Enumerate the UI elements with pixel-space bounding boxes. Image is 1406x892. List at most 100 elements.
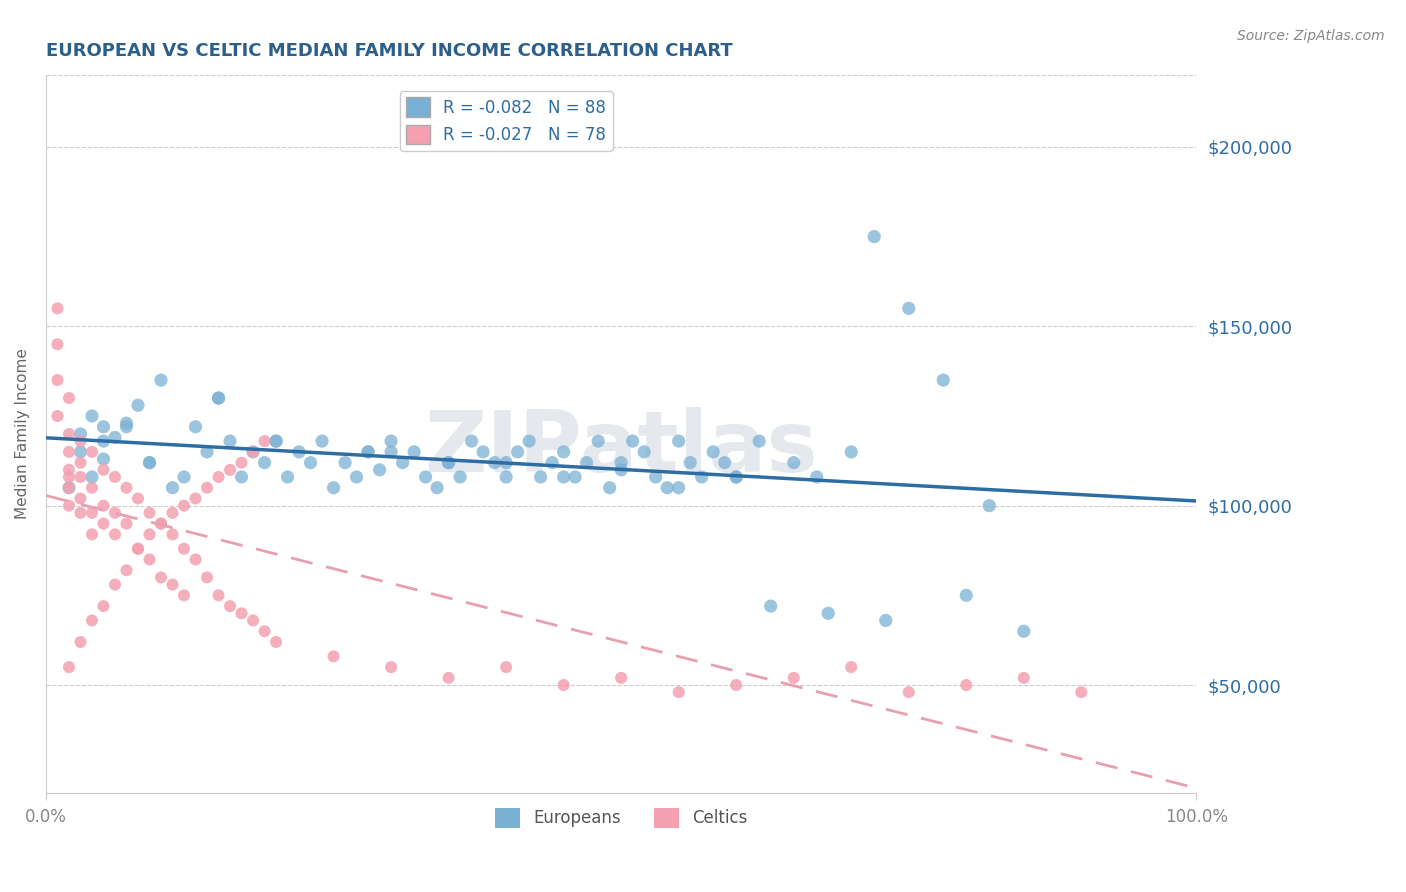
Point [955, 588, 977, 602]
Point [104, 577, 127, 591]
Point [564, 470, 586, 484]
Point [415, 470, 437, 484]
Point [553, 470, 575, 484]
Point [610, 463, 633, 477]
Point [553, 678, 575, 692]
Point [162, 481, 184, 495]
Point [46, 373, 69, 387]
Point [150, 570, 173, 584]
Point [195, 481, 218, 495]
Point [69, 426, 91, 441]
Point [806, 470, 828, 484]
Point [668, 434, 690, 449]
Point [322, 481, 344, 495]
Point [541, 456, 564, 470]
Point [391, 456, 413, 470]
Point [633, 445, 655, 459]
Point [138, 552, 160, 566]
Point [277, 470, 299, 484]
Point [759, 599, 782, 614]
Point [162, 527, 184, 541]
Point [242, 614, 264, 628]
Point [173, 541, 195, 556]
Point [610, 671, 633, 685]
Point [69, 506, 91, 520]
Point [184, 491, 207, 506]
Point [586, 434, 609, 449]
Point [725, 470, 748, 484]
Point [138, 527, 160, 541]
Point [115, 563, 138, 577]
Point [897, 301, 920, 316]
Point [46, 337, 69, 351]
Point [93, 419, 115, 434]
Point [517, 434, 540, 449]
Point [460, 434, 482, 449]
Y-axis label: Median Family Income: Median Family Income [15, 349, 30, 519]
Point [173, 499, 195, 513]
Point [437, 671, 460, 685]
Point [150, 516, 173, 531]
Point [127, 398, 149, 412]
Point [104, 506, 127, 520]
Point [162, 577, 184, 591]
Text: EUROPEAN VS CELTIC MEDIAN FAMILY INCOME CORRELATION CHART: EUROPEAN VS CELTIC MEDIAN FAMILY INCOME … [46, 42, 733, 60]
Point [195, 445, 218, 459]
Point [495, 470, 517, 484]
Point [93, 499, 115, 513]
Point [553, 445, 575, 459]
Point [80, 409, 103, 423]
Point [93, 452, 115, 467]
Point [599, 481, 621, 495]
Point [138, 456, 160, 470]
Point [58, 481, 80, 495]
Point [932, 373, 955, 387]
Point [46, 409, 69, 423]
Point [495, 456, 517, 470]
Point [725, 470, 748, 484]
Point [80, 614, 103, 628]
Point [506, 445, 529, 459]
Point [58, 445, 80, 459]
Point [69, 491, 91, 506]
Point [783, 671, 806, 685]
Point [69, 445, 91, 459]
Point [104, 430, 127, 444]
Point [380, 434, 402, 449]
Point [368, 463, 391, 477]
Point [58, 499, 80, 513]
Point [127, 541, 149, 556]
Point [184, 552, 207, 566]
Point [127, 541, 149, 556]
Point [115, 516, 138, 531]
Point [979, 499, 1001, 513]
Point [150, 516, 173, 531]
Point [495, 660, 517, 674]
Point [713, 456, 735, 470]
Point [404, 445, 426, 459]
Point [668, 481, 690, 495]
Point [93, 599, 115, 614]
Point [80, 506, 103, 520]
Point [58, 481, 80, 495]
Point [839, 445, 862, 459]
Point [58, 391, 80, 405]
Point [162, 506, 184, 520]
Point [679, 456, 702, 470]
Point [69, 470, 91, 484]
Point [955, 678, 977, 692]
Point [231, 607, 253, 621]
Point [817, 607, 839, 621]
Point [46, 301, 69, 316]
Point [875, 614, 897, 628]
Point [1012, 671, 1035, 685]
Point [783, 456, 806, 470]
Point [644, 470, 666, 484]
Point [484, 456, 506, 470]
Point [702, 445, 724, 459]
Point [253, 624, 276, 639]
Point [115, 419, 138, 434]
Point [207, 391, 229, 405]
Point [380, 660, 402, 674]
Point [897, 685, 920, 699]
